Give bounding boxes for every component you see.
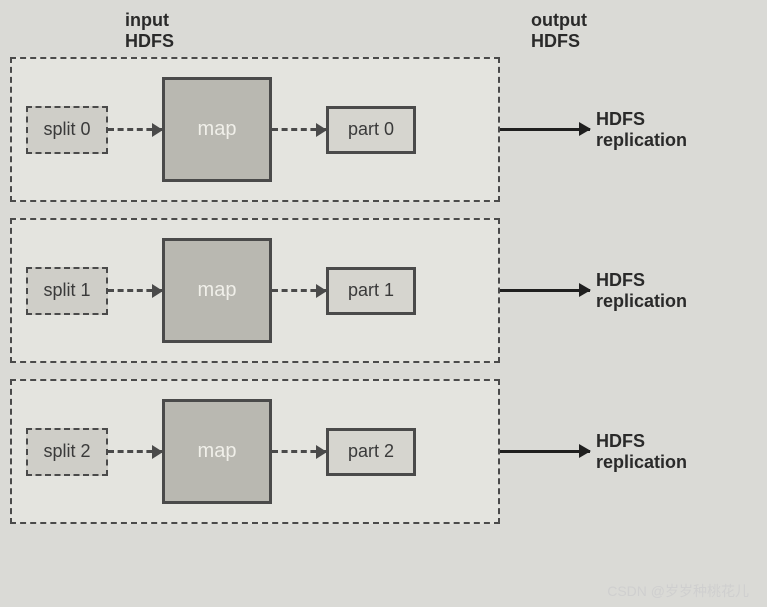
split-label: split 2 [43, 441, 90, 462]
diagram-canvas: inputHDFS outputHDFS split 0 map part 0 … [0, 0, 767, 607]
hdfs-replication-label: HDFSreplication [596, 109, 687, 150]
arrow-to-hdfs [500, 128, 590, 131]
arrow-split-to-map [108, 289, 162, 292]
arrow-map-to-part [272, 450, 326, 453]
split-box: split 0 [26, 106, 108, 154]
task-box: split 2 map part 2 [10, 379, 500, 524]
map-label: map [198, 118, 237, 141]
split-box: split 1 [26, 267, 108, 315]
flow-row: split 1 map part 1 HDFSreplication [10, 218, 757, 363]
output-arrow-region: HDFSreplication [500, 270, 757, 311]
part-label: part 2 [348, 441, 394, 462]
map-label: map [198, 279, 237, 302]
split-box: split 2 [26, 428, 108, 476]
arrow-split-to-map [108, 128, 162, 131]
split-label: split 0 [43, 119, 90, 140]
input-hdfs-label: inputHDFS [125, 10, 174, 51]
arrow-to-hdfs [500, 289, 590, 292]
map-box: map [162, 77, 272, 182]
hdfs-replication-label: HDFSreplication [596, 270, 687, 311]
part-box: part 1 [326, 267, 416, 315]
output-arrow-region: HDFSreplication [500, 431, 757, 472]
output-hdfs-label: outputHDFS [531, 10, 587, 51]
task-box: split 1 map part 1 [10, 218, 500, 363]
map-box: map [162, 399, 272, 504]
task-box: split 0 map part 0 [10, 57, 500, 202]
hdfs-replication-label: HDFSreplication [596, 431, 687, 472]
flow-row: split 2 map part 2 HDFSreplication [10, 379, 757, 524]
watermark: CSDN @岁岁种桃花儿 [607, 581, 749, 601]
part-label: part 1 [348, 280, 394, 301]
map-box: map [162, 238, 272, 343]
rows-container: split 0 map part 0 HDFSreplication split… [10, 57, 757, 524]
arrow-split-to-map [108, 450, 162, 453]
arrow-map-to-part [272, 128, 326, 131]
part-label: part 0 [348, 119, 394, 140]
output-arrow-region: HDFSreplication [500, 109, 757, 150]
map-label: map [198, 440, 237, 463]
arrow-to-hdfs [500, 450, 590, 453]
header-labels: inputHDFS outputHDFS [10, 10, 757, 51]
part-box: part 2 [326, 428, 416, 476]
part-box: part 0 [326, 106, 416, 154]
arrow-map-to-part [272, 289, 326, 292]
flow-row: split 0 map part 0 HDFSreplication [10, 57, 757, 202]
split-label: split 1 [43, 280, 90, 301]
